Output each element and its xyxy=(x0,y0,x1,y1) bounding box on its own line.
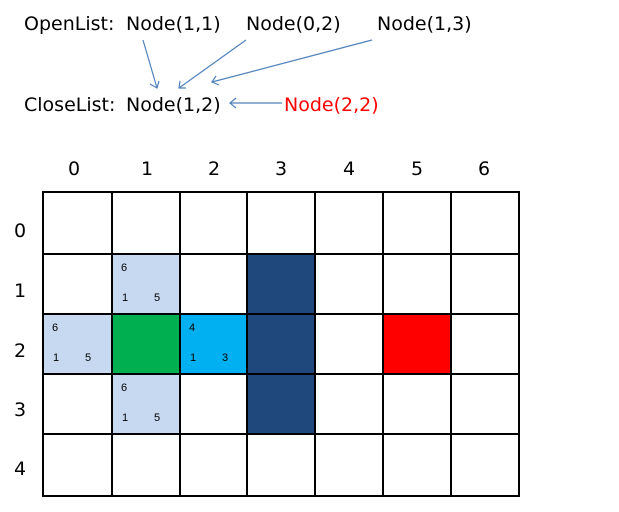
arrow-open-2 xyxy=(178,39,247,89)
cost-g-0-2: 1 xyxy=(53,352,60,364)
cell-4-0 xyxy=(316,193,382,253)
row-label-1: 1 xyxy=(13,280,27,302)
col-label-2: 2 xyxy=(207,158,221,180)
row-label-3: 3 xyxy=(13,399,27,421)
cell-3-0 xyxy=(248,193,314,253)
cell-1-0 xyxy=(113,193,179,253)
cell-4-3 xyxy=(316,375,382,433)
arrowhead-open-2 xyxy=(178,80,186,89)
arrowhead-open-3 xyxy=(211,75,220,86)
arrowhead-incoming xyxy=(229,97,237,109)
cost-g-2-2: 1 xyxy=(190,352,197,364)
cell-6-2 xyxy=(452,315,518,373)
cell-2-1 xyxy=(181,255,246,313)
cell-4-2 xyxy=(316,315,382,373)
cost-f-2-2: 4 xyxy=(189,322,196,334)
cell-6-3 xyxy=(452,375,518,433)
cell-6-1 xyxy=(452,255,518,313)
incoming-node: Node(2,2) xyxy=(284,94,379,116)
col-label-1: 1 xyxy=(140,158,154,180)
row-label-4: 4 xyxy=(13,458,27,480)
cell-open-0-2: 6 1 5 xyxy=(44,315,111,373)
arrowhead-open-1 xyxy=(149,80,160,89)
cost-h-1-3: 5 xyxy=(154,412,161,424)
cell-2-4 xyxy=(181,435,246,495)
cell-4-1 xyxy=(316,255,382,313)
cost-g-1-3: 1 xyxy=(122,412,129,424)
cell-5-1 xyxy=(384,255,450,313)
open-list-label: OpenList: xyxy=(24,13,115,35)
cell-6-0 xyxy=(452,193,518,253)
cell-2-0 xyxy=(181,193,246,253)
grid: 6 1 5 6 1 5 4 1 3 6 1 5 xyxy=(42,191,520,497)
cell-open-1-3: 6 1 5 xyxy=(113,375,179,433)
cell-wall-3-1 xyxy=(248,255,314,313)
cell-2-3 xyxy=(181,375,246,433)
row-label-2: 2 xyxy=(13,340,27,362)
cell-5-4 xyxy=(384,435,450,495)
close-list-label: CloseList: xyxy=(24,94,116,116)
cell-1-4 xyxy=(113,435,179,495)
cost-g-1-1: 1 xyxy=(122,292,129,304)
cell-0-3 xyxy=(44,375,111,433)
cell-3-4 xyxy=(248,435,314,495)
col-label-3: 3 xyxy=(274,158,288,180)
cost-f-0-2: 6 xyxy=(52,322,59,334)
open-node-3: Node(1,3) xyxy=(377,13,472,35)
col-label-4: 4 xyxy=(342,158,356,180)
cost-h-1-1: 5 xyxy=(154,292,161,304)
cell-target-5-2 xyxy=(384,315,450,373)
cell-5-0 xyxy=(384,193,450,253)
col-label-6: 6 xyxy=(477,158,491,180)
open-node-2: Node(0,2) xyxy=(246,13,341,35)
cell-5-3 xyxy=(384,375,450,433)
open-node-1: Node(1,1) xyxy=(126,13,221,35)
cell-open-1-1: 6 1 5 xyxy=(113,255,179,313)
arrow-open-1 xyxy=(142,39,158,89)
cell-6-4 xyxy=(452,435,518,495)
row-label-0: 0 xyxy=(13,220,27,242)
cell-0-4 xyxy=(44,435,111,495)
cost-h-2-2: 3 xyxy=(222,352,229,364)
cell-4-4 xyxy=(316,435,382,495)
cost-f-1-3: 6 xyxy=(121,382,128,394)
arrow-open-3 xyxy=(211,39,373,83)
cell-start-1-2 xyxy=(113,315,179,373)
cell-wall-3-2 xyxy=(248,315,314,373)
col-label-5: 5 xyxy=(410,158,424,180)
cell-wall-3-3 xyxy=(248,375,314,433)
col-label-0: 0 xyxy=(67,158,81,180)
cell-current-2-2: 4 1 3 xyxy=(181,315,246,373)
cost-h-0-2: 5 xyxy=(85,352,92,364)
cell-0-0 xyxy=(44,193,111,253)
cost-f-1-1: 6 xyxy=(121,262,128,274)
cell-0-1 xyxy=(44,255,111,313)
close-node: Node(1,2) xyxy=(126,94,221,116)
